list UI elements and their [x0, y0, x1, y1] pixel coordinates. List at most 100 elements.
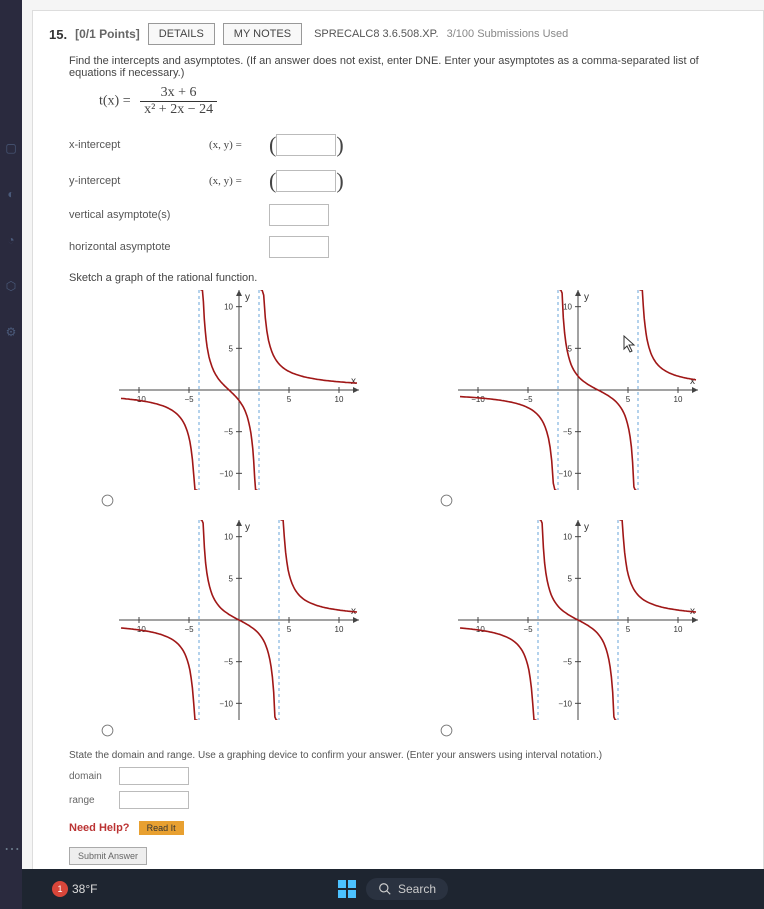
- graph-radio[interactable]: [441, 725, 453, 737]
- svg-text:−10: −10: [219, 699, 233, 708]
- windows-taskbar[interactable]: 1 38°F Search: [22, 869, 764, 909]
- sketch-label: Sketch a graph of the rational function.: [69, 272, 747, 284]
- taskbar-search[interactable]: Search: [366, 878, 448, 900]
- more-icon[interactable]: ⋯: [4, 839, 22, 859]
- x-intercept-label: x-intercept: [69, 139, 209, 151]
- search-icon: [378, 882, 392, 896]
- details-button[interactable]: DETAILS: [148, 23, 215, 45]
- graph-plot: −10−10−5−5551010xy: [458, 520, 698, 720]
- graph-radio[interactable]: [441, 495, 453, 507]
- read-it-button[interactable]: Read It: [139, 821, 184, 835]
- svg-text:y: y: [584, 522, 589, 533]
- editor-activity-bar: ▢ ◐ ◔ ⬡ ⚙ ⋯: [0, 0, 22, 909]
- svg-text:5: 5: [228, 344, 233, 353]
- question-header: 15. [0/1 Points] DETAILS MY NOTES SPRECA…: [49, 23, 747, 45]
- question-number: 15.: [49, 27, 67, 42]
- graph-radio[interactable]: [102, 725, 114, 737]
- svg-text:5: 5: [286, 395, 291, 404]
- svg-text:10: 10: [563, 303, 572, 312]
- svg-text:y: y: [245, 522, 250, 533]
- svg-text:−5: −5: [562, 428, 572, 437]
- close-paren: ): [336, 132, 343, 158]
- svg-text:10: 10: [224, 533, 233, 542]
- rail-icon-1[interactable]: ▢: [3, 140, 19, 156]
- weather-temp[interactable]: 38°F: [72, 882, 97, 896]
- x-intercept-eq: (x, y) =: [209, 139, 269, 151]
- rail-icon-3[interactable]: ◔: [3, 232, 19, 248]
- range-row: range: [69, 791, 747, 809]
- vertical-asymptote-label: vertical asymptote(s): [69, 209, 209, 221]
- formula-denominator: x² + 2x − 24: [140, 102, 217, 118]
- domain-label: domain: [69, 771, 119, 782]
- graph-option: −10−10−5−5551010xy: [89, 520, 388, 740]
- webassign-page: 15. [0/1 Points] DETAILS MY NOTES SPRECA…: [22, 0, 764, 869]
- svg-text:x: x: [351, 376, 356, 387]
- graph-plot: −10−10−5−5551010xy: [119, 520, 359, 720]
- svg-text:5: 5: [625, 395, 630, 404]
- my-notes-button[interactable]: MY NOTES: [223, 23, 302, 45]
- rail-icon-4[interactable]: ⬡: [3, 278, 19, 294]
- svg-text:10: 10: [563, 533, 572, 542]
- svg-text:x: x: [690, 376, 695, 387]
- svg-text:y: y: [584, 292, 589, 303]
- close-paren-2: ): [336, 168, 343, 194]
- svg-text:−10: −10: [219, 469, 233, 478]
- range-input[interactable]: [119, 791, 189, 809]
- svg-text:5: 5: [228, 574, 233, 583]
- submit-answer-button[interactable]: Submit Answer: [69, 847, 147, 865]
- domain-row: domain: [69, 767, 747, 785]
- notification-badge[interactable]: 1: [52, 881, 68, 897]
- question-points: [0/1 Points]: [75, 27, 140, 41]
- graph-plot: −10−10−5−5551010xy: [119, 290, 359, 490]
- need-help-label: Need Help?: [69, 822, 130, 834]
- open-paren-2: (: [269, 168, 276, 194]
- open-paren: (: [269, 132, 276, 158]
- svg-text:−5: −5: [184, 625, 194, 634]
- submissions-used: 3/100 Submissions Used: [447, 28, 569, 40]
- svg-text:−5: −5: [223, 658, 233, 667]
- y-intercept-input[interactable]: [276, 170, 336, 192]
- question-reference: SPRECALC8 3.6.508.XP.: [314, 28, 439, 40]
- x-intercept-row: x-intercept (x, y) = ( ): [69, 132, 747, 158]
- y-intercept-row: y-intercept (x, y) = ( ): [69, 168, 747, 194]
- graph-options-grid: −10−10−5−5551010xy−10−10−5−5551010xy−10−…: [89, 290, 727, 740]
- svg-text:−5: −5: [223, 428, 233, 437]
- svg-text:−10: −10: [558, 699, 572, 708]
- formula-numerator: 3x + 6: [140, 85, 217, 102]
- svg-text:−5: −5: [523, 625, 533, 634]
- svg-text:−5: −5: [562, 658, 572, 667]
- search-placeholder: Search: [398, 882, 436, 896]
- svg-text:y: y: [245, 292, 250, 303]
- svg-text:10: 10: [673, 625, 682, 634]
- horizontal-asymptote-input[interactable]: [269, 236, 329, 258]
- windows-start-icon[interactable]: [338, 880, 356, 898]
- instruction-text: Find the intercepts and asymptotes. (If …: [69, 55, 747, 79]
- svg-text:−5: −5: [523, 395, 533, 404]
- svg-text:5: 5: [625, 625, 630, 634]
- svg-text:10: 10: [673, 395, 682, 404]
- svg-text:10: 10: [334, 395, 343, 404]
- horizontal-asymptote-row: horizontal asymptote: [69, 236, 747, 258]
- domain-input[interactable]: [119, 767, 189, 785]
- svg-text:−10: −10: [471, 395, 485, 404]
- formula: t(x) = 3x + 6 x² + 2x − 24: [99, 85, 747, 118]
- svg-text:−5: −5: [184, 395, 194, 404]
- x-intercept-input[interactable]: [276, 134, 336, 156]
- y-intercept-label: y-intercept: [69, 175, 209, 187]
- graph-radio[interactable]: [102, 495, 114, 507]
- graph-plot: −10−10−5−5551010xy: [458, 290, 698, 490]
- rail-icon-5[interactable]: ⚙: [3, 324, 19, 340]
- graph-option: −10−10−5−5551010xy: [428, 520, 727, 740]
- svg-text:5: 5: [567, 574, 572, 583]
- question-body: Find the intercepts and asymptotes. (If …: [69, 55, 747, 865]
- range-label: range: [69, 795, 119, 806]
- y-intercept-eq: (x, y) =: [209, 175, 269, 187]
- vertical-asymptote-input[interactable]: [269, 204, 329, 226]
- svg-text:5: 5: [286, 625, 291, 634]
- svg-text:10: 10: [334, 625, 343, 634]
- question-card: 15. [0/1 Points] DETAILS MY NOTES SPRECA…: [32, 10, 764, 869]
- graph-option: −10−10−5−5551010xy: [89, 290, 388, 510]
- help-row: Need Help? Read It: [69, 821, 747, 835]
- rail-icon-2[interactable]: ◐: [3, 186, 19, 202]
- graph-option: −10−10−5−5551010xy: [428, 290, 727, 510]
